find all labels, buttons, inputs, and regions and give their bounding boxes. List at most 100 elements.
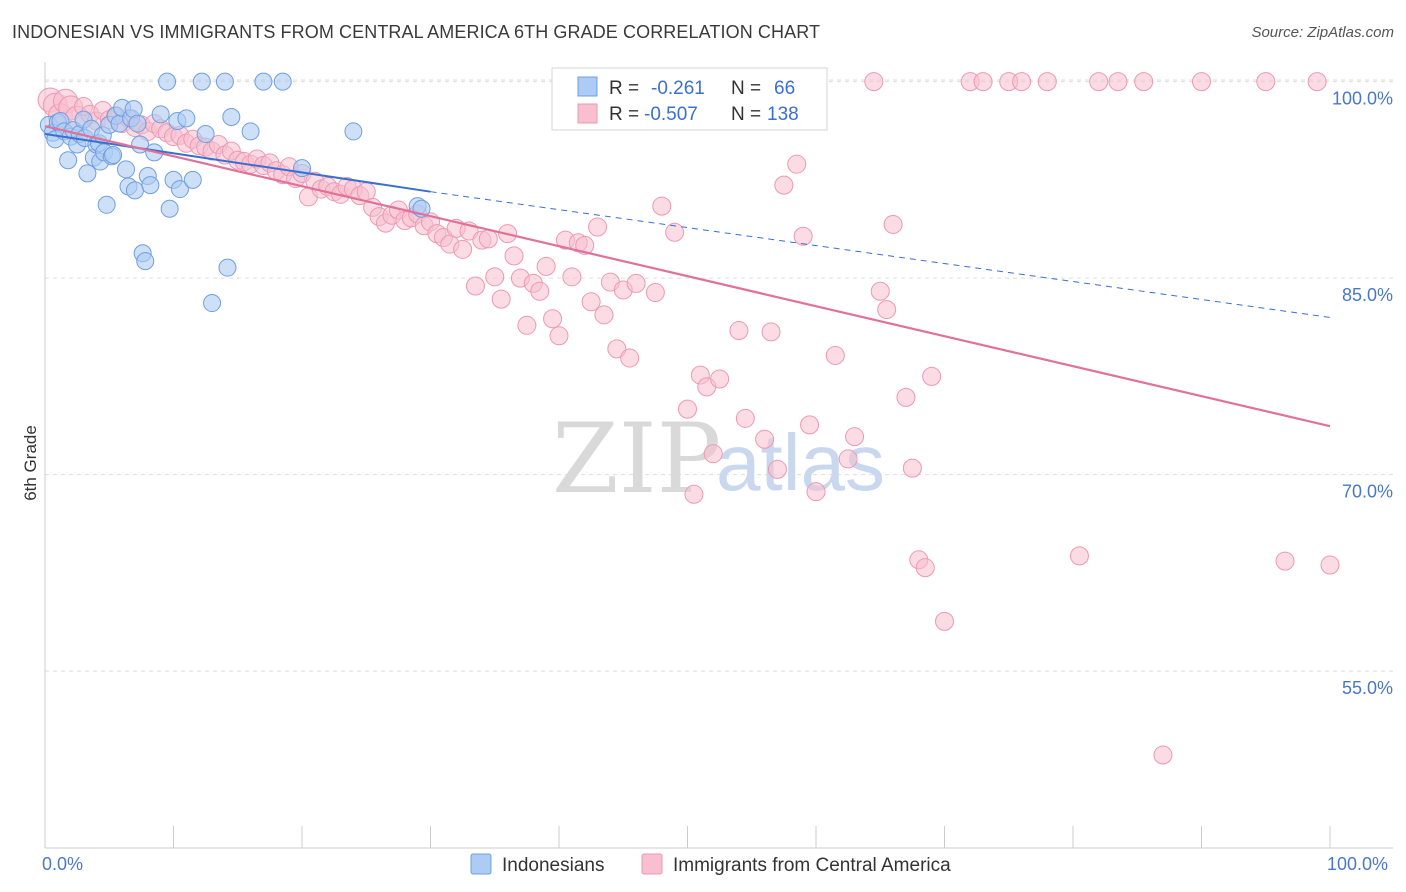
point-central-america (838, 449, 858, 469)
point-indonesians (141, 176, 160, 195)
point-central-america (922, 366, 942, 386)
point-indonesians (97, 195, 116, 214)
point-central-america (735, 408, 755, 428)
point-central-america (915, 558, 935, 578)
point-indonesians (254, 72, 273, 91)
legend-swatch-blue (577, 76, 598, 97)
point-central-america (806, 482, 826, 502)
point-central-america (607, 339, 627, 359)
point-indonesians (151, 105, 170, 124)
point-central-america (581, 292, 601, 312)
point-central-america (710, 369, 730, 389)
point-central-america (845, 427, 865, 447)
point-central-america (485, 267, 505, 287)
point-central-america (1037, 72, 1057, 92)
series-central-america-points (37, 72, 1340, 765)
point-central-america (761, 322, 781, 342)
point-central-america (645, 283, 665, 303)
point-indonesians (116, 160, 135, 179)
point-central-america (575, 235, 595, 255)
point-indonesians (177, 109, 196, 128)
point-central-america (530, 281, 550, 301)
y-axis-title: 6th Grade (21, 425, 40, 501)
point-central-america (755, 429, 775, 449)
point-indonesians (125, 181, 144, 200)
point-central-america (1089, 72, 1109, 92)
point-central-america (1275, 551, 1295, 571)
point-central-america (1134, 72, 1154, 92)
y-tick-label: 100.0% (1332, 89, 1393, 109)
point-central-america (465, 276, 485, 296)
point-central-america (703, 444, 723, 464)
point-indonesians (160, 199, 179, 218)
legend-n-label-blue: N = (731, 78, 761, 99)
point-central-america (620, 348, 640, 368)
y-tick-label: 70.0% (1342, 482, 1393, 502)
legend-r-label-pink: R = (609, 104, 639, 125)
point-central-america (588, 217, 608, 237)
legend-swatch-pink (577, 103, 598, 124)
point-indonesians (78, 164, 97, 183)
point-central-america (877, 300, 897, 320)
point-indonesians (222, 108, 241, 127)
point-central-america (729, 321, 749, 341)
legend-r-label-blue: R = (609, 78, 639, 99)
point-indonesians (59, 151, 78, 170)
point-central-america (1153, 745, 1173, 765)
legend-n-value-pink: 138 (767, 104, 799, 125)
trend-line-indonesians-extension (430, 191, 1331, 318)
point-central-america (864, 72, 884, 92)
trend-line-indonesians (44, 133, 431, 193)
legend-n-label-pink: N = (731, 104, 761, 125)
point-central-america (562, 267, 582, 287)
point-central-america (652, 196, 672, 216)
bottom-legend-label-indonesians: Indonesians (502, 855, 604, 876)
y-tick-label: 55.0% (1342, 678, 1393, 698)
point-central-america (896, 387, 916, 407)
point-central-america (491, 289, 511, 309)
point-indonesians (192, 72, 211, 91)
point-central-america (973, 72, 993, 92)
point-indonesians (170, 180, 189, 199)
point-indonesians (104, 146, 123, 165)
point-central-america (902, 458, 922, 478)
point-central-america (800, 415, 820, 435)
legend-box: R = -0.261 N = 66 R = -0.507 N = 138 (551, 67, 828, 131)
point-central-america (825, 345, 845, 365)
trend-line-central-america (44, 125, 1331, 428)
point-central-america (1108, 72, 1128, 92)
point-central-america (1256, 72, 1276, 92)
bottom-legend-swatch-indonesians (470, 853, 492, 875)
point-indonesians (344, 122, 363, 141)
bottom-legend-label-central-america: Immigrants from Central America (673, 855, 951, 876)
point-central-america (774, 175, 794, 195)
point-central-america (543, 309, 563, 329)
point-indonesians (241, 122, 260, 141)
point-central-america (517, 315, 537, 335)
point-central-america (594, 305, 614, 325)
point-central-america (1192, 72, 1211, 92)
point-indonesians (218, 258, 237, 277)
point-central-america (504, 246, 524, 266)
point-central-america (536, 256, 556, 276)
point-indonesians (196, 125, 215, 144)
point-central-america (793, 226, 813, 246)
x-tick-label-min: 0.0% (42, 854, 83, 874)
trend-lines (44, 125, 1331, 428)
point-central-america (478, 229, 498, 249)
point-central-america (453, 239, 473, 259)
point-central-america (767, 459, 787, 479)
point-central-america (549, 326, 569, 346)
point-central-america (883, 214, 903, 234)
point-central-america (665, 222, 685, 242)
point-indonesians (136, 252, 155, 271)
bottom-legend: Indonesians Immigrants from Central Amer… (470, 853, 951, 876)
source-label: Source: ZipAtlas.com (1251, 24, 1394, 41)
legend-box-frame (551, 67, 828, 131)
legend-r-value-pink: -0.507 (644, 104, 698, 125)
chart-title: INDONESIAN VS IMMIGRANTS FROM CENTRAL AM… (12, 22, 821, 42)
y-tick-labels: 100.0% 85.0% 70.0% 55.0% (1332, 89, 1393, 699)
point-central-america (684, 484, 704, 504)
point-indonesians (215, 72, 234, 91)
